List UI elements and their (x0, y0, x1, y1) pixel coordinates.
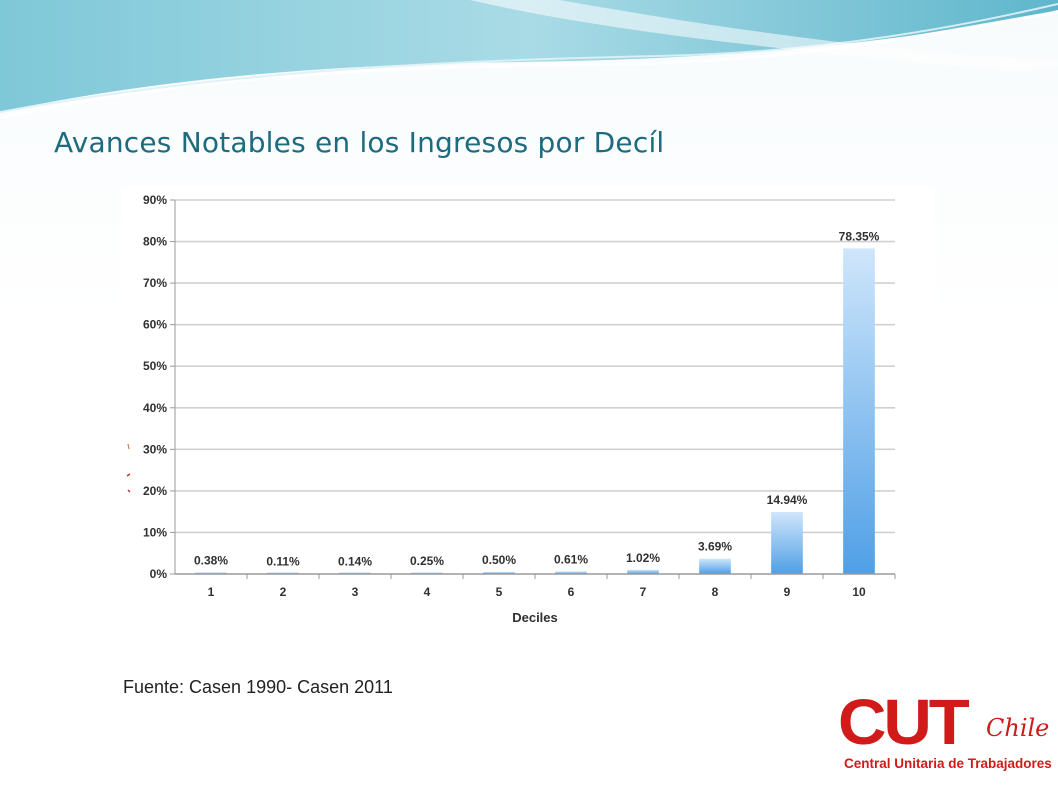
data-label: 0.38% (194, 553, 228, 567)
x-tick-label: 8 (712, 585, 719, 599)
data-label: 1.02% (626, 551, 660, 565)
data-label: 78.35% (839, 229, 880, 243)
x-tick-label: 5 (496, 585, 503, 599)
y-tick-label: 80% (143, 235, 167, 249)
data-label: 0.11% (266, 555, 300, 569)
bar-decile-6 (555, 571, 587, 574)
slide-title: Avances Notables en los Ingresos por Dec… (54, 126, 665, 159)
y-tick-label: 30% (143, 442, 167, 456)
x-tick-label: 6 (568, 585, 575, 599)
labels: 0% 10% 20% 30% 40% 50% 60% 70% 80% 90% 0.38% 1 0.11%… (143, 193, 880, 625)
header-wave-decoration (0, 0, 1058, 120)
x-tick-label: 4 (424, 585, 431, 599)
data-label: 0.50% (482, 553, 516, 567)
bar-decile-1 (195, 572, 227, 574)
bar-decile-7 (627, 569, 659, 574)
data-label: 14.94% (767, 493, 808, 507)
logo-subtitle: Central Unitaria de Trabajadores (844, 756, 1052, 771)
data-label: 3.69% (698, 540, 732, 554)
y-tick-label: 10% (143, 525, 167, 539)
x-tick-label: 3 (352, 585, 359, 599)
cut-chile-logo: CUT Chile Central Unitaria de Trabajador… (838, 686, 1052, 786)
x-tick-label: 10 (852, 585, 866, 599)
data-label: 0.14% (338, 554, 372, 568)
y-tick-label: 0% (150, 567, 168, 581)
bar-chart: 0% 10% 20% 30% 40% 50% 60% 70% 80% 90% 0.38% 1 0.11%… (143, 193, 896, 625)
bar-decile-9 (771, 511, 803, 574)
bar-decile-4 (411, 572, 443, 574)
bar-decile-8 (699, 558, 731, 574)
y-tick-label: 40% (143, 401, 167, 415)
chart-panel: 0% 10% 20% 30% 40% 50% 60% 70% 80% 90% 0.38% 1 0.11%… (121, 186, 935, 644)
data-label: 0.25% (410, 554, 444, 568)
axes (170, 199, 896, 579)
x-tick-label: 1 (208, 585, 215, 599)
x-tick-label: 2 (280, 585, 287, 599)
y-tick-label: 20% (143, 484, 167, 498)
y-tick-label: 50% (143, 359, 167, 373)
x-axis-title: Deciles (512, 610, 558, 625)
grid-lines (175, 199, 895, 534)
x-tick-label: 9 (784, 585, 791, 599)
y-tick-label: 70% (143, 276, 167, 290)
y-tick-label: 60% (143, 318, 167, 332)
y-tick-label: 90% (143, 193, 167, 207)
bar-decile-2 (267, 572, 299, 574)
bars (195, 248, 875, 574)
bar-decile-10 (843, 248, 875, 574)
logo-chile-text: Chile (986, 714, 1050, 742)
stray-marks (126, 443, 131, 493)
data-label: 0.61% (554, 552, 588, 566)
x-tick-label: 7 (640, 585, 647, 599)
bar-decile-5 (483, 571, 515, 574)
bar-decile-3 (339, 572, 371, 574)
source-note: Fuente: Casen 1990- Casen 2011 (123, 677, 393, 697)
logo-cut-text: CUT (838, 686, 970, 758)
